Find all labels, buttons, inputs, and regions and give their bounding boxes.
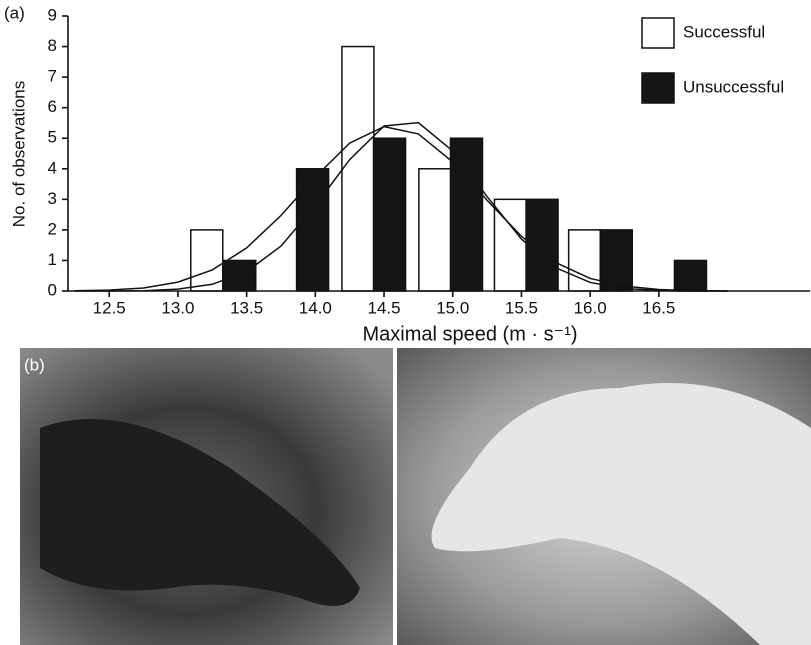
fit-curve [74,121,728,292]
chart: (a) No. of observations Maximal speed (m… [4,3,810,345]
x-tick-label: 16.5 [642,298,675,317]
legend-swatch [641,72,675,104]
y-tick-label: 4 [48,158,57,177]
bar [567,229,602,292]
bar [599,229,634,292]
y-axis-label: No. of observations [9,81,28,227]
x-tick-label: 16.0 [574,298,607,317]
x-tick-label: 15.0 [436,298,469,317]
panel-label: (b) [24,355,45,374]
legend-label: Successful [683,22,765,41]
y-tick-label: 8 [48,36,57,55]
legend-swatch [641,17,675,49]
y-tick-label: 9 [48,5,57,24]
y-tick-label: 1 [48,250,57,269]
photo-panel: (b) [20,348,811,645]
bar [525,198,559,292]
x-tick-label: 14.0 [299,298,332,317]
bar [372,137,407,292]
y-tick-label: 5 [48,128,57,147]
bar [295,168,330,292]
legend-label: Unsuccessful [683,77,784,96]
fit-curve [74,125,728,292]
bar [673,259,708,292]
x-tick-label: 13.5 [230,298,263,317]
dog-head-dark [40,419,360,606]
y-tick-label: 0 [48,280,57,299]
y-tick-label: 2 [48,219,57,238]
panel-label: (a) [4,3,25,22]
bar [223,259,257,292]
x-axis-label: Maximal speed (m · s⁻¹) [362,323,577,345]
bar [341,45,375,292]
bar [418,168,452,292]
y-tick-label: 3 [48,189,57,208]
x-tick-label: 13.0 [161,298,194,317]
y-tick-label: 6 [48,97,57,116]
x-tick-label: 12.5 [93,298,126,317]
x-tick-label: 15.5 [505,298,538,317]
y-tick-label: 7 [48,67,57,86]
dog-head-light [431,383,811,645]
bar [449,137,484,292]
x-tick-label: 14.5 [367,298,400,317]
